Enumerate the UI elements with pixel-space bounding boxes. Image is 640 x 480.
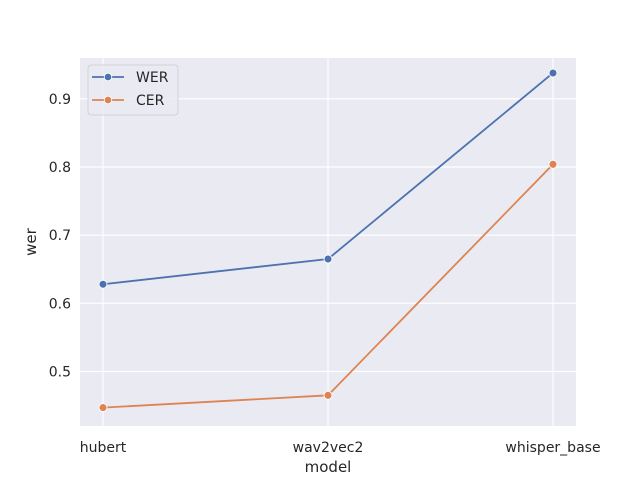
grid-lines bbox=[80, 58, 576, 426]
y-axis-title: wer bbox=[22, 227, 40, 255]
y-tick-label: 0.8 bbox=[49, 160, 71, 176]
data-point-cer bbox=[98, 403, 108, 413]
legend: WER CER bbox=[87, 64, 179, 116]
legend-marker bbox=[103, 95, 113, 105]
data-point-wer bbox=[323, 254, 333, 264]
y-tick-label: 0.7 bbox=[49, 228, 71, 244]
series-lines bbox=[98, 68, 558, 413]
y-tick-label: 0.6 bbox=[49, 296, 71, 312]
data-point-wer bbox=[548, 68, 558, 78]
legend-label: CER bbox=[136, 93, 165, 109]
x-axis-title: model bbox=[305, 458, 352, 476]
x-tick-label: whisper_base bbox=[505, 440, 600, 456]
data-point-wer bbox=[98, 279, 108, 289]
data-point-cer bbox=[323, 390, 333, 400]
x-tick-label: wav2vec2 bbox=[293, 440, 364, 456]
y-tick-label: 0.5 bbox=[49, 364, 71, 380]
legend-marker bbox=[103, 72, 113, 82]
legend-label: WER bbox=[136, 70, 169, 86]
data-point-cer bbox=[548, 159, 558, 169]
x-tick-label: hubert bbox=[80, 440, 127, 456]
y-tick-label: 0.9 bbox=[49, 92, 71, 108]
x-tick-labels: hubert wav2vec2 whisper_base bbox=[80, 440, 601, 456]
y-tick-labels: 0.5 0.6 0.7 0.8 0.9 bbox=[49, 92, 71, 381]
